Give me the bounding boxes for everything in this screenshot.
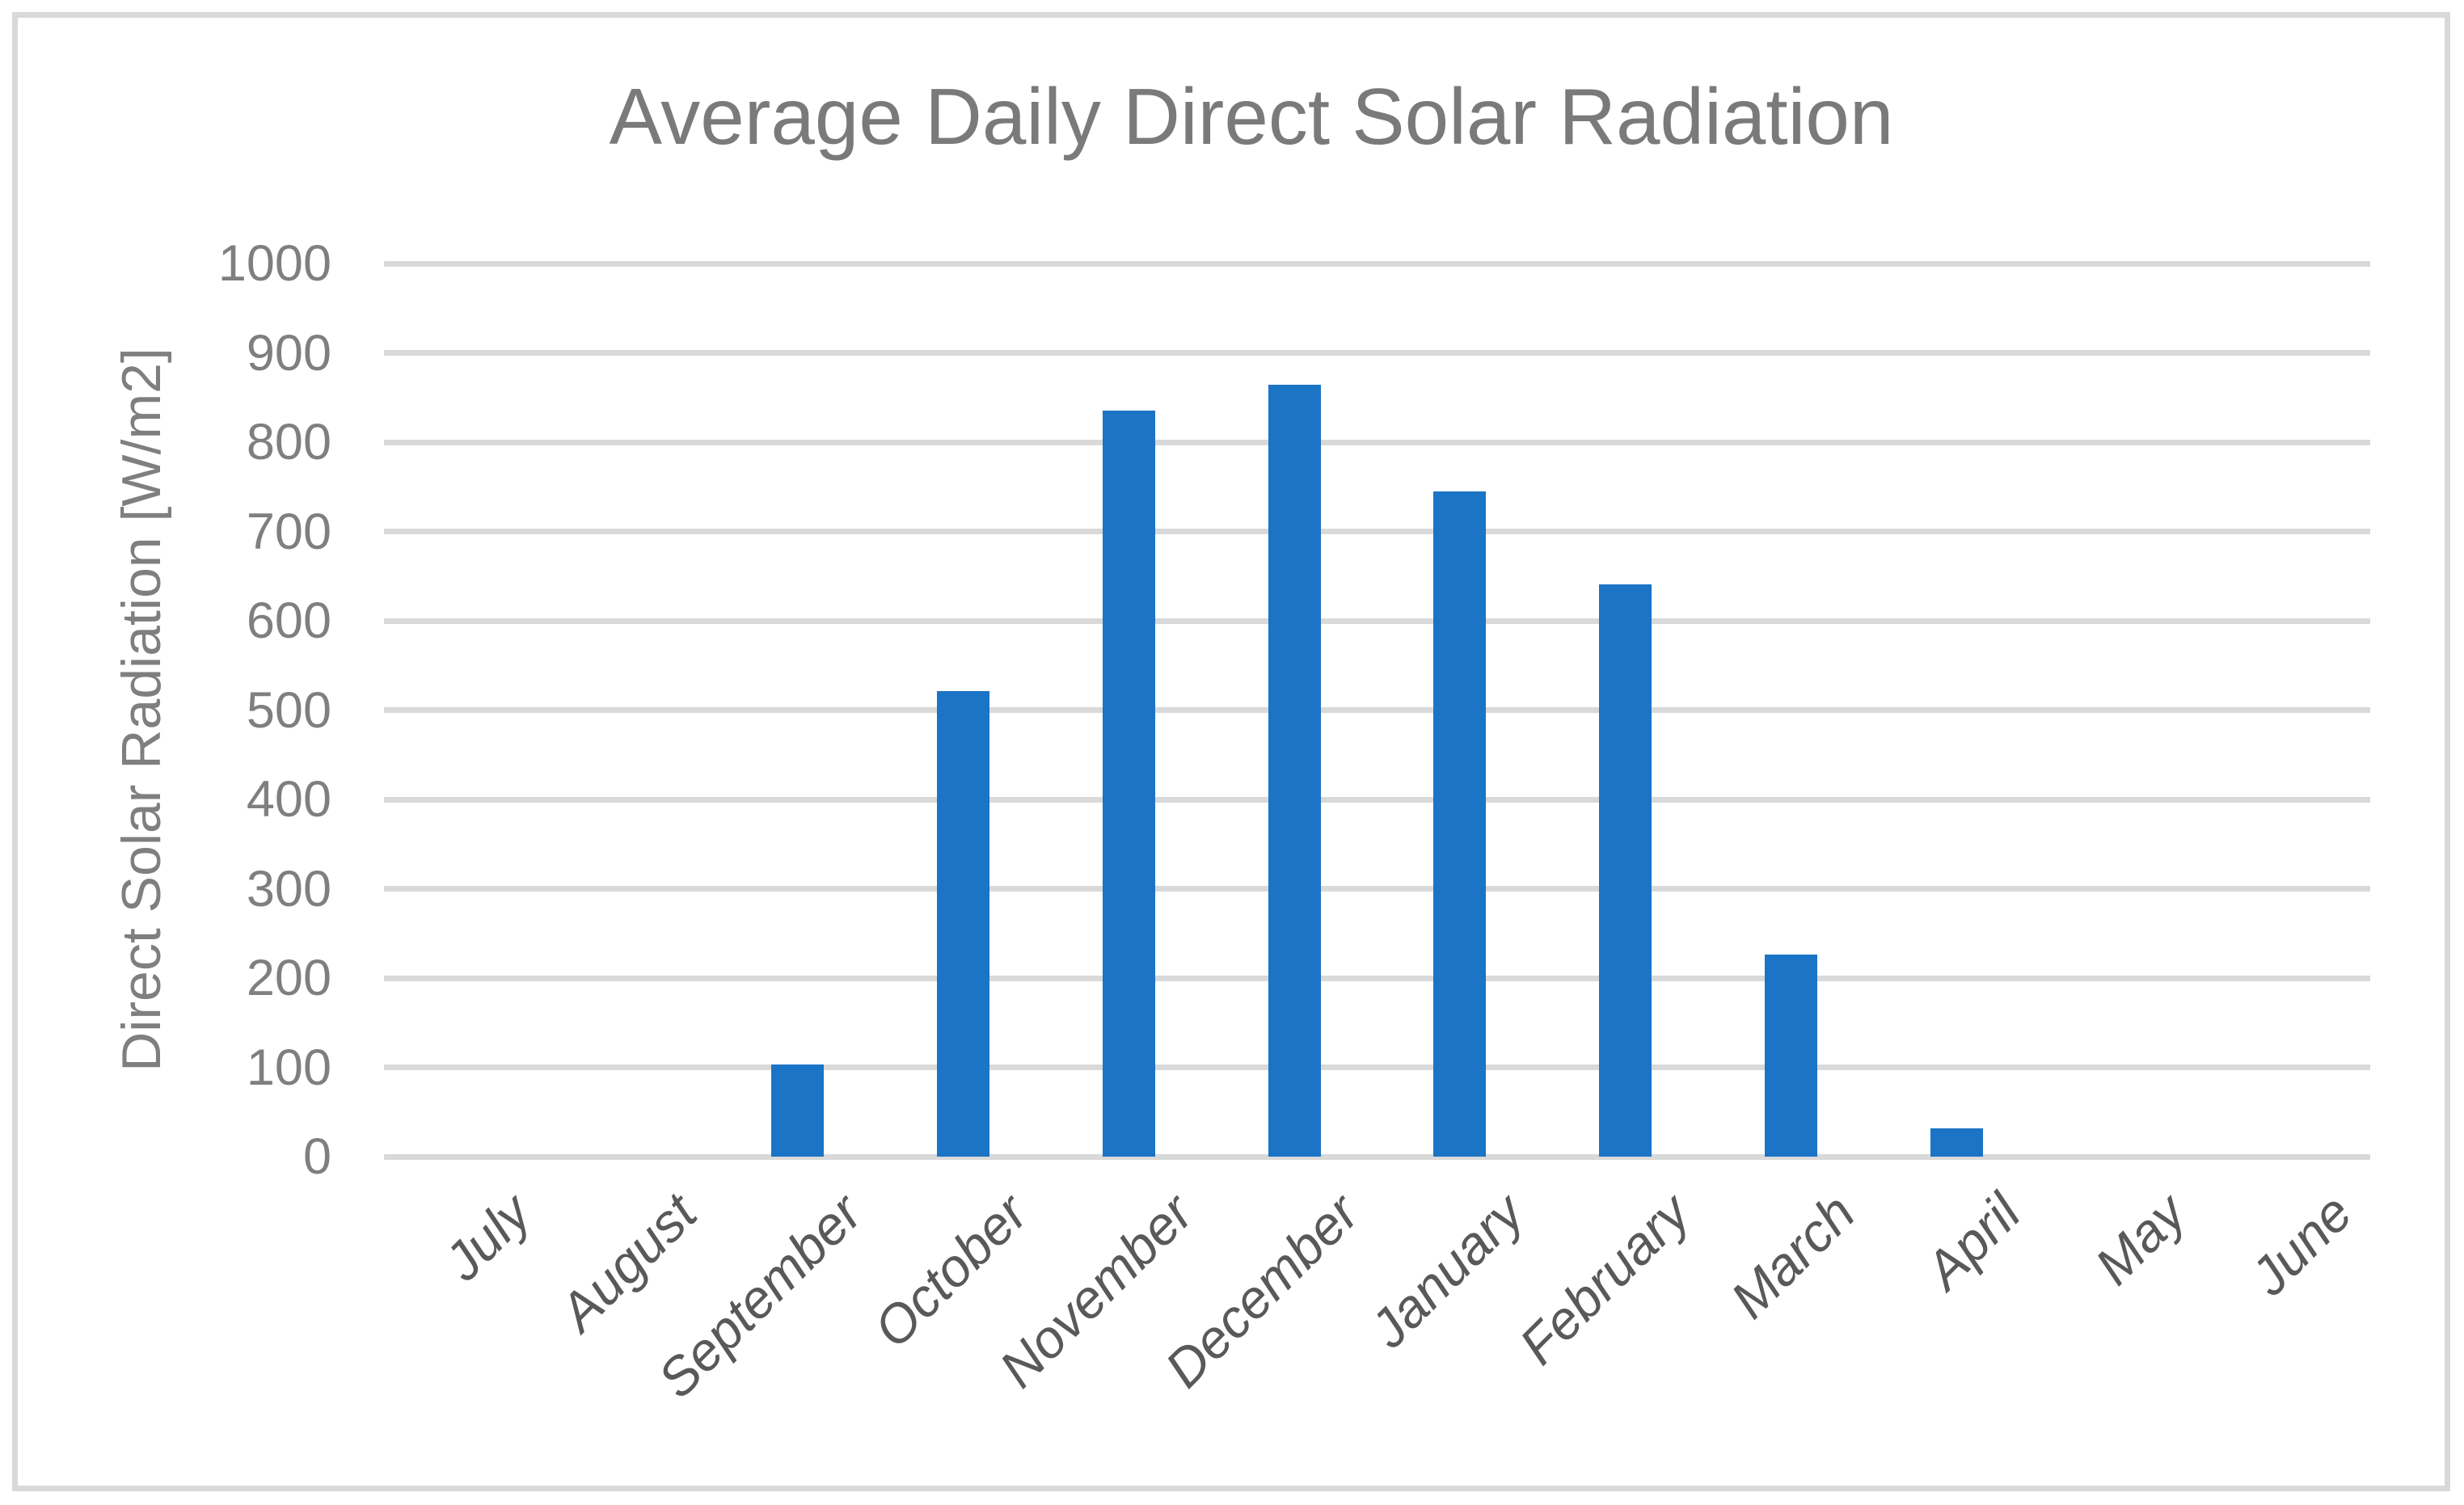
y-tick-label-1000: 1000 — [217, 235, 331, 292]
gridline-600 — [384, 618, 2370, 624]
x-tick-label-february: February — [1507, 1182, 1701, 1376]
gridline-300 — [384, 886, 2370, 892]
x-tick-label-april: April — [1913, 1182, 2032, 1301]
bar-february — [1599, 584, 1652, 1157]
bar-january — [1433, 491, 1487, 1157]
bar-december — [1268, 385, 1321, 1157]
bar-november — [1102, 411, 1155, 1157]
gridline-700 — [384, 529, 2370, 534]
y-axis-title: Direct Solar Radiation [W/m2] — [111, 348, 172, 1072]
gridline-400 — [384, 796, 2370, 803]
bar-october — [937, 691, 990, 1157]
plot-area — [384, 260, 2370, 1160]
gridline-900 — [384, 350, 2370, 356]
gridline-0 — [384, 1153, 2370, 1160]
y-tick-label-500: 500 — [246, 681, 331, 739]
y-tick-label-900: 900 — [246, 324, 331, 382]
y-tick-label-400: 400 — [246, 771, 331, 828]
x-tick-label-august: August — [547, 1182, 708, 1343]
gridline-200 — [384, 975, 2370, 981]
gridline-1000 — [384, 260, 2370, 267]
gridline-500 — [384, 707, 2370, 713]
gridline-100 — [384, 1064, 2370, 1070]
y-tick-label-800: 800 — [246, 414, 331, 470]
chart-title: Average Daily Direct Solar Radiation — [609, 72, 1894, 161]
y-tick-label-700: 700 — [246, 503, 331, 560]
x-tick-label-june: June — [2238, 1182, 2363, 1307]
y-tick-label-300: 300 — [246, 860, 331, 917]
gridline-800 — [384, 439, 2370, 445]
x-tick-label-march: March — [1719, 1182, 1867, 1330]
x-tick-label-july: July — [432, 1182, 542, 1292]
bar-september — [771, 1064, 825, 1157]
y-tick-label-200: 200 — [246, 950, 331, 1006]
y-tick-label-600: 600 — [246, 592, 331, 649]
y-tick-label-0: 0 — [302, 1128, 331, 1185]
bar-april — [1930, 1128, 1983, 1157]
y-tick-label-100: 100 — [246, 1039, 331, 1096]
bar-march — [1764, 955, 1817, 1157]
x-tick-label-may: May — [2083, 1182, 2197, 1296]
